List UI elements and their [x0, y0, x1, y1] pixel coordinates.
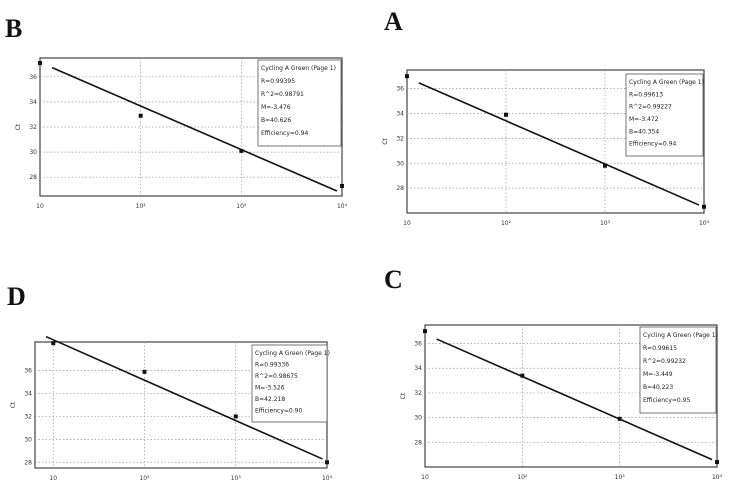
data-point: [702, 204, 706, 209]
x-tick-label: 10⁴: [337, 203, 348, 210]
legend-entry: B=40.223: [643, 384, 673, 391]
legend-entry: Cycling A Green (Page 1): [255, 350, 330, 357]
legend-entry: Cycling A Green (Page 1): [261, 65, 336, 72]
fit-line: [418, 82, 700, 206]
y-tick-label: 34: [414, 365, 422, 372]
y-tick-label: 34: [29, 99, 37, 106]
x-tick-label: 10³: [615, 474, 626, 481]
x-tick-label: 10²: [501, 220, 512, 227]
panel-letter-a: A: [384, 7, 403, 36]
panel-letter-c: C: [384, 265, 403, 294]
x-tick-label: 10: [36, 203, 44, 210]
chart-panel-b: 28 30 32 34 36 10 10² 10³ 10⁴ Ct Cycling A Green (…: [15, 57, 348, 210]
data-point: [603, 163, 607, 168]
legend-entry: R=0.99615: [643, 345, 677, 352]
legend-entry: M=-3.476: [261, 104, 291, 111]
data-point: [38, 61, 42, 66]
legend-box: [251, 344, 328, 423]
x-tick-label: 10²: [139, 475, 150, 482]
data-point: [520, 373, 525, 378]
y-tick-label: 30: [29, 149, 37, 156]
y-tick-label: 34: [24, 391, 32, 398]
y-tick-label: 36: [29, 74, 37, 81]
x-tick-label: 10³: [236, 203, 247, 210]
legend-entry: Efficiency=0.90: [255, 408, 302, 415]
data-point: [142, 369, 147, 374]
legend-entry: B=40.354: [629, 128, 659, 135]
fit-line: [436, 338, 713, 461]
data-point: [51, 341, 56, 346]
data-point: [504, 112, 508, 117]
y-tick-label: 32: [396, 135, 404, 142]
data-point: [617, 416, 622, 421]
y-tick-label: 32: [414, 390, 422, 397]
fit-line: [45, 335, 323, 460]
y-tick-label: 36: [396, 86, 404, 93]
y-axis-label: Ct: [382, 138, 389, 145]
legend-entry: R^2=0.98791: [261, 91, 304, 98]
x-tick-label: 10²: [136, 203, 147, 210]
chart-panel-c: 28 30 32 34 36 10 10² 10³ 10⁴ Ct Cycling A Green (…: [400, 324, 723, 481]
x-tick-label: 10²: [517, 474, 528, 481]
panel-letter-d: D: [7, 282, 26, 311]
legend-entry: Cycling A Green (Page 1): [643, 332, 718, 339]
legend-entry: Efficiency=0.95: [643, 397, 690, 404]
y-tick-label: 30: [396, 160, 404, 167]
y-axis-label: Ct: [10, 401, 17, 408]
data-point: [233, 414, 238, 419]
legend-entry: R^2=0.98675: [255, 373, 298, 380]
y-tick-label: 36: [24, 368, 32, 375]
x-tick-label: 10⁴: [699, 220, 710, 227]
y-tick-label: 28: [414, 439, 422, 446]
chart-panel-d: 28 30 32 34 36 10 10² 10³ 10⁴ Ct Cycling A Green (…: [10, 335, 333, 482]
y-tick-label: 36: [414, 341, 422, 348]
legend-entry: B=42.218: [255, 396, 285, 403]
y-tick-label: 32: [24, 413, 32, 420]
y-tick-label: 32: [29, 124, 37, 131]
legend-entry: R^2=0.99232: [643, 358, 686, 365]
data-point: [423, 329, 427, 334]
data-point: [138, 113, 143, 118]
chart-panel-a: 28 30 32 34 36 10 10² 10³ 10⁴ Ct Cycling A Green (…: [382, 69, 710, 227]
legend-entry: Efficiency=0.94: [629, 141, 676, 148]
y-tick-label: 34: [396, 111, 404, 118]
y-tick-label: 30: [414, 415, 422, 422]
legend-entry: Cycling A Green (Page 1): [629, 79, 704, 86]
legend-entry: R=0.99613: [629, 91, 663, 98]
x-tick-label: 10⁴: [322, 475, 333, 482]
data-point: [405, 74, 409, 79]
panel-letter-b: B: [5, 14, 23, 43]
x-tick-label: 10: [403, 220, 411, 227]
legend-entry: Efficiency=0.94: [261, 130, 308, 137]
legend-entry: M=-3.449: [643, 371, 673, 378]
y-axis-label: Ct: [15, 123, 22, 130]
legend-box: [639, 326, 717, 414]
data-point: [340, 183, 344, 188]
data-point: [325, 460, 329, 465]
x-tick-label: 10⁴: [712, 474, 723, 481]
data-point: [239, 148, 244, 153]
legend-entry: R^2=0.99227: [629, 104, 672, 111]
y-axis-label: Ct: [400, 392, 407, 399]
legend-entry: B=40.626: [261, 117, 291, 124]
legend-entry: M=-3.526: [255, 385, 285, 392]
legend-box: [625, 73, 704, 157]
legend-box: [257, 59, 342, 147]
y-tick-label: 28: [29, 174, 37, 181]
legend-entry: R=0.99395: [261, 78, 295, 85]
y-tick-label: 28: [396, 185, 404, 192]
y-tick-label: 30: [24, 436, 32, 443]
y-tick-label: 28: [24, 459, 32, 466]
legend-entry: M=-3.472: [629, 116, 659, 123]
legend-entry: R=0.99336: [255, 362, 289, 369]
x-tick-label: 10³: [600, 220, 611, 227]
x-tick-label: 10: [421, 474, 429, 481]
x-tick-label: 10³: [231, 475, 242, 482]
data-point: [715, 460, 719, 465]
x-tick-label: 10: [49, 475, 57, 482]
fit-line: [51, 66, 338, 192]
